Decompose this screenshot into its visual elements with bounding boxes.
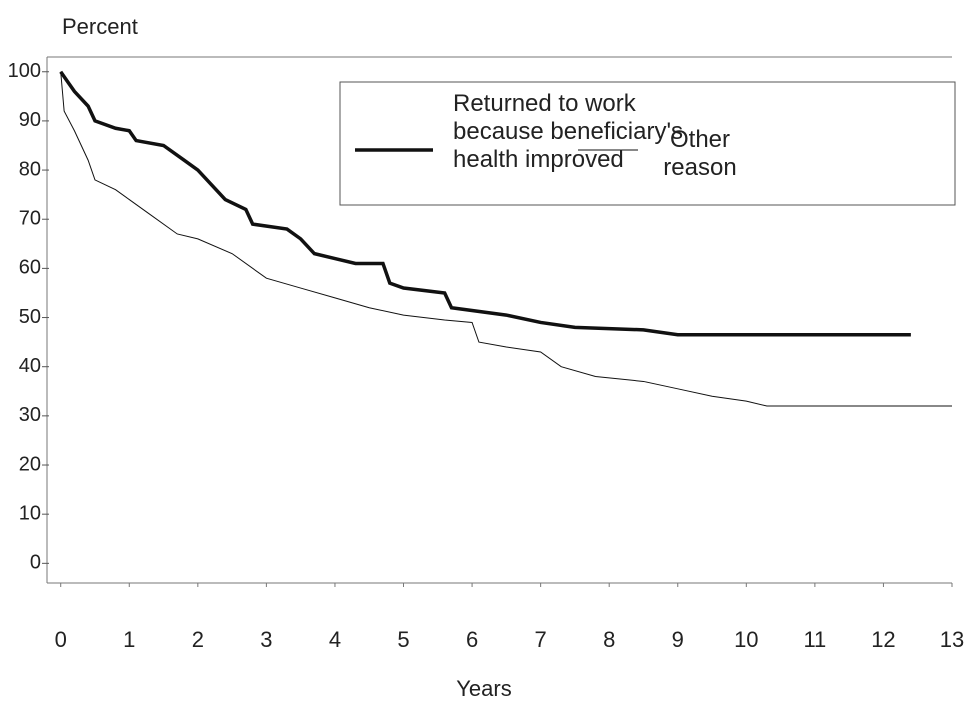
legend-label: Other reason [663,126,737,181]
y-tick-label: 80 [19,158,41,180]
x-tick-label: 4 [329,627,341,652]
y-tick-label: 100 [8,60,41,82]
x-tick-label: 8 [603,627,615,652]
series-line [59,70,911,337]
x-tick-label: 9 [672,627,684,652]
x-axis-label: Years [456,676,511,701]
x-tick-label: 5 [397,627,409,652]
x-tick-label: 7 [535,627,547,652]
legend-label: Returned to work because beneficiary's h… [453,90,684,173]
x-tick-label: 1 [123,627,135,652]
y-tick-label: 90 [19,109,41,131]
y-tick-label: 40 [19,355,41,377]
y-axis-label: Percent [62,14,138,39]
x-tick-label: 10 [734,627,758,652]
y-tick-label: 10 [19,502,41,524]
y-tick-label: 50 [19,306,41,328]
y-tick-label: 30 [19,404,41,426]
y-tick-label: 20 [19,453,41,475]
x-tick-label: 13 [940,627,964,652]
y-tick-label: 70 [19,208,41,230]
series-line [60,71,952,407]
x-tick-label: 0 [55,627,67,652]
x-tick-label: 3 [260,627,272,652]
x-tick-label: 11 [803,627,826,652]
y-tick-label: 60 [19,257,41,279]
y-tick-label: 0 [30,552,41,574]
legend-box [339,81,956,206]
x-tick-label: 2 [192,627,204,652]
x-tick-label: 6 [466,627,478,652]
x-tick-label: 12 [871,627,895,652]
